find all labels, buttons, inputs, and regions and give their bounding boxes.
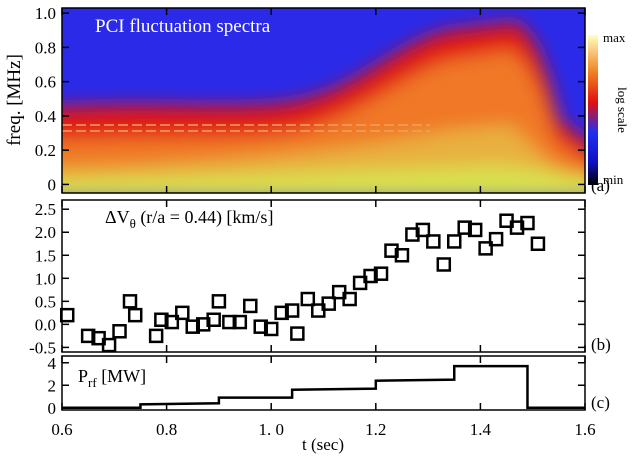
y-tick-label: 2.5 [35,200,56,219]
y-tick-label: 2 [48,376,57,395]
data-point [222,314,237,330]
x-tick-label: 0.8 [156,420,177,439]
data-point [122,294,138,309]
panel-title: Prf [MW] [78,366,146,390]
data-point [478,241,493,256]
title-part: ΔV [105,207,130,227]
panel-label: (c) [591,393,610,412]
y-tick-label: 2.0 [35,223,56,242]
data-point [101,337,117,353]
data-point [373,266,389,281]
data-point [488,231,504,247]
data-point [384,243,399,258]
plot-frame [61,355,586,411]
y-tick-label: 0.8 [35,38,56,57]
title-part: rf [88,375,97,390]
data-point [164,314,180,330]
data-point [467,222,483,238]
data-point [185,319,200,334]
x-axis-label: t (sec) [302,435,344,454]
title-part: θ [130,216,136,231]
title-part: [MW] [97,366,146,386]
plot-frame [61,7,586,194]
data-point [342,291,357,307]
colorbar-label: log scale [615,87,630,133]
x-tick-label: 1.2 [365,420,386,439]
y-tick-label: 1.0 [35,4,56,23]
spectrogram-image [62,8,585,193]
data-point [112,324,127,339]
data-point [426,234,441,249]
data-point [363,268,378,284]
data-point [243,298,258,314]
data-point [195,317,211,332]
colorbar-min: min [603,172,624,187]
y-tick-label: 0.6 [35,73,56,92]
data-point [263,321,279,337]
data-point [520,215,535,231]
y-tick-label: 4 [48,354,57,373]
y-tick-label: 0.2 [35,141,56,160]
x-tick-label: 1.6 [574,420,595,439]
y-tick-label: 1.5 [35,246,56,265]
y-tick-label: 0.5 [35,292,56,311]
y-tick-label: -0.5 [29,338,56,357]
x-tick-label: 1. 0 [258,420,284,439]
data-point [148,328,164,344]
y-tick-label: 0.0 [35,315,56,334]
data-point [206,312,221,328]
data-point [284,303,300,318]
data-point [253,319,268,334]
y-tick-label: 0 [48,399,57,418]
panel-label: (b) [591,335,611,354]
colorbar-max: max [603,30,626,45]
data-point [290,326,305,341]
data-point [232,314,248,330]
data-point [509,220,525,235]
title-part: P [78,366,88,386]
data-point [530,236,546,252]
data-point [394,248,410,263]
data-point [154,312,169,328]
data-point [447,234,462,249]
y-axis-label: freq. [MHz] [4,54,25,146]
data-point [211,294,227,309]
data-point [59,307,75,323]
data-point [405,227,420,242]
data-point [274,305,289,321]
panel-title: ΔVθ (r/a = 0.44) [km/s] [105,207,273,231]
panel-label: (a) [591,176,610,195]
data-point [175,305,190,321]
x-tick-label: 0.6 [51,420,72,439]
y-tick-label: 1.0 [35,269,56,288]
data-point [127,307,143,323]
x-tick-label: 1.4 [470,420,492,439]
y-tick-label: 0 [48,175,57,194]
panel-title: PCI fluctuation spectra [95,16,271,37]
title-part: (r/a = 0.44) [km/s] [136,207,274,228]
data-point [415,222,431,238]
data-point [457,220,472,235]
y-tick-label: 0.4 [35,107,57,126]
plot-frame [61,199,586,353]
data-point [300,291,316,307]
colorbar [588,35,598,185]
power-line [62,364,585,409]
data-point [321,296,336,311]
data-point [80,328,96,344]
data-point [436,257,452,272]
